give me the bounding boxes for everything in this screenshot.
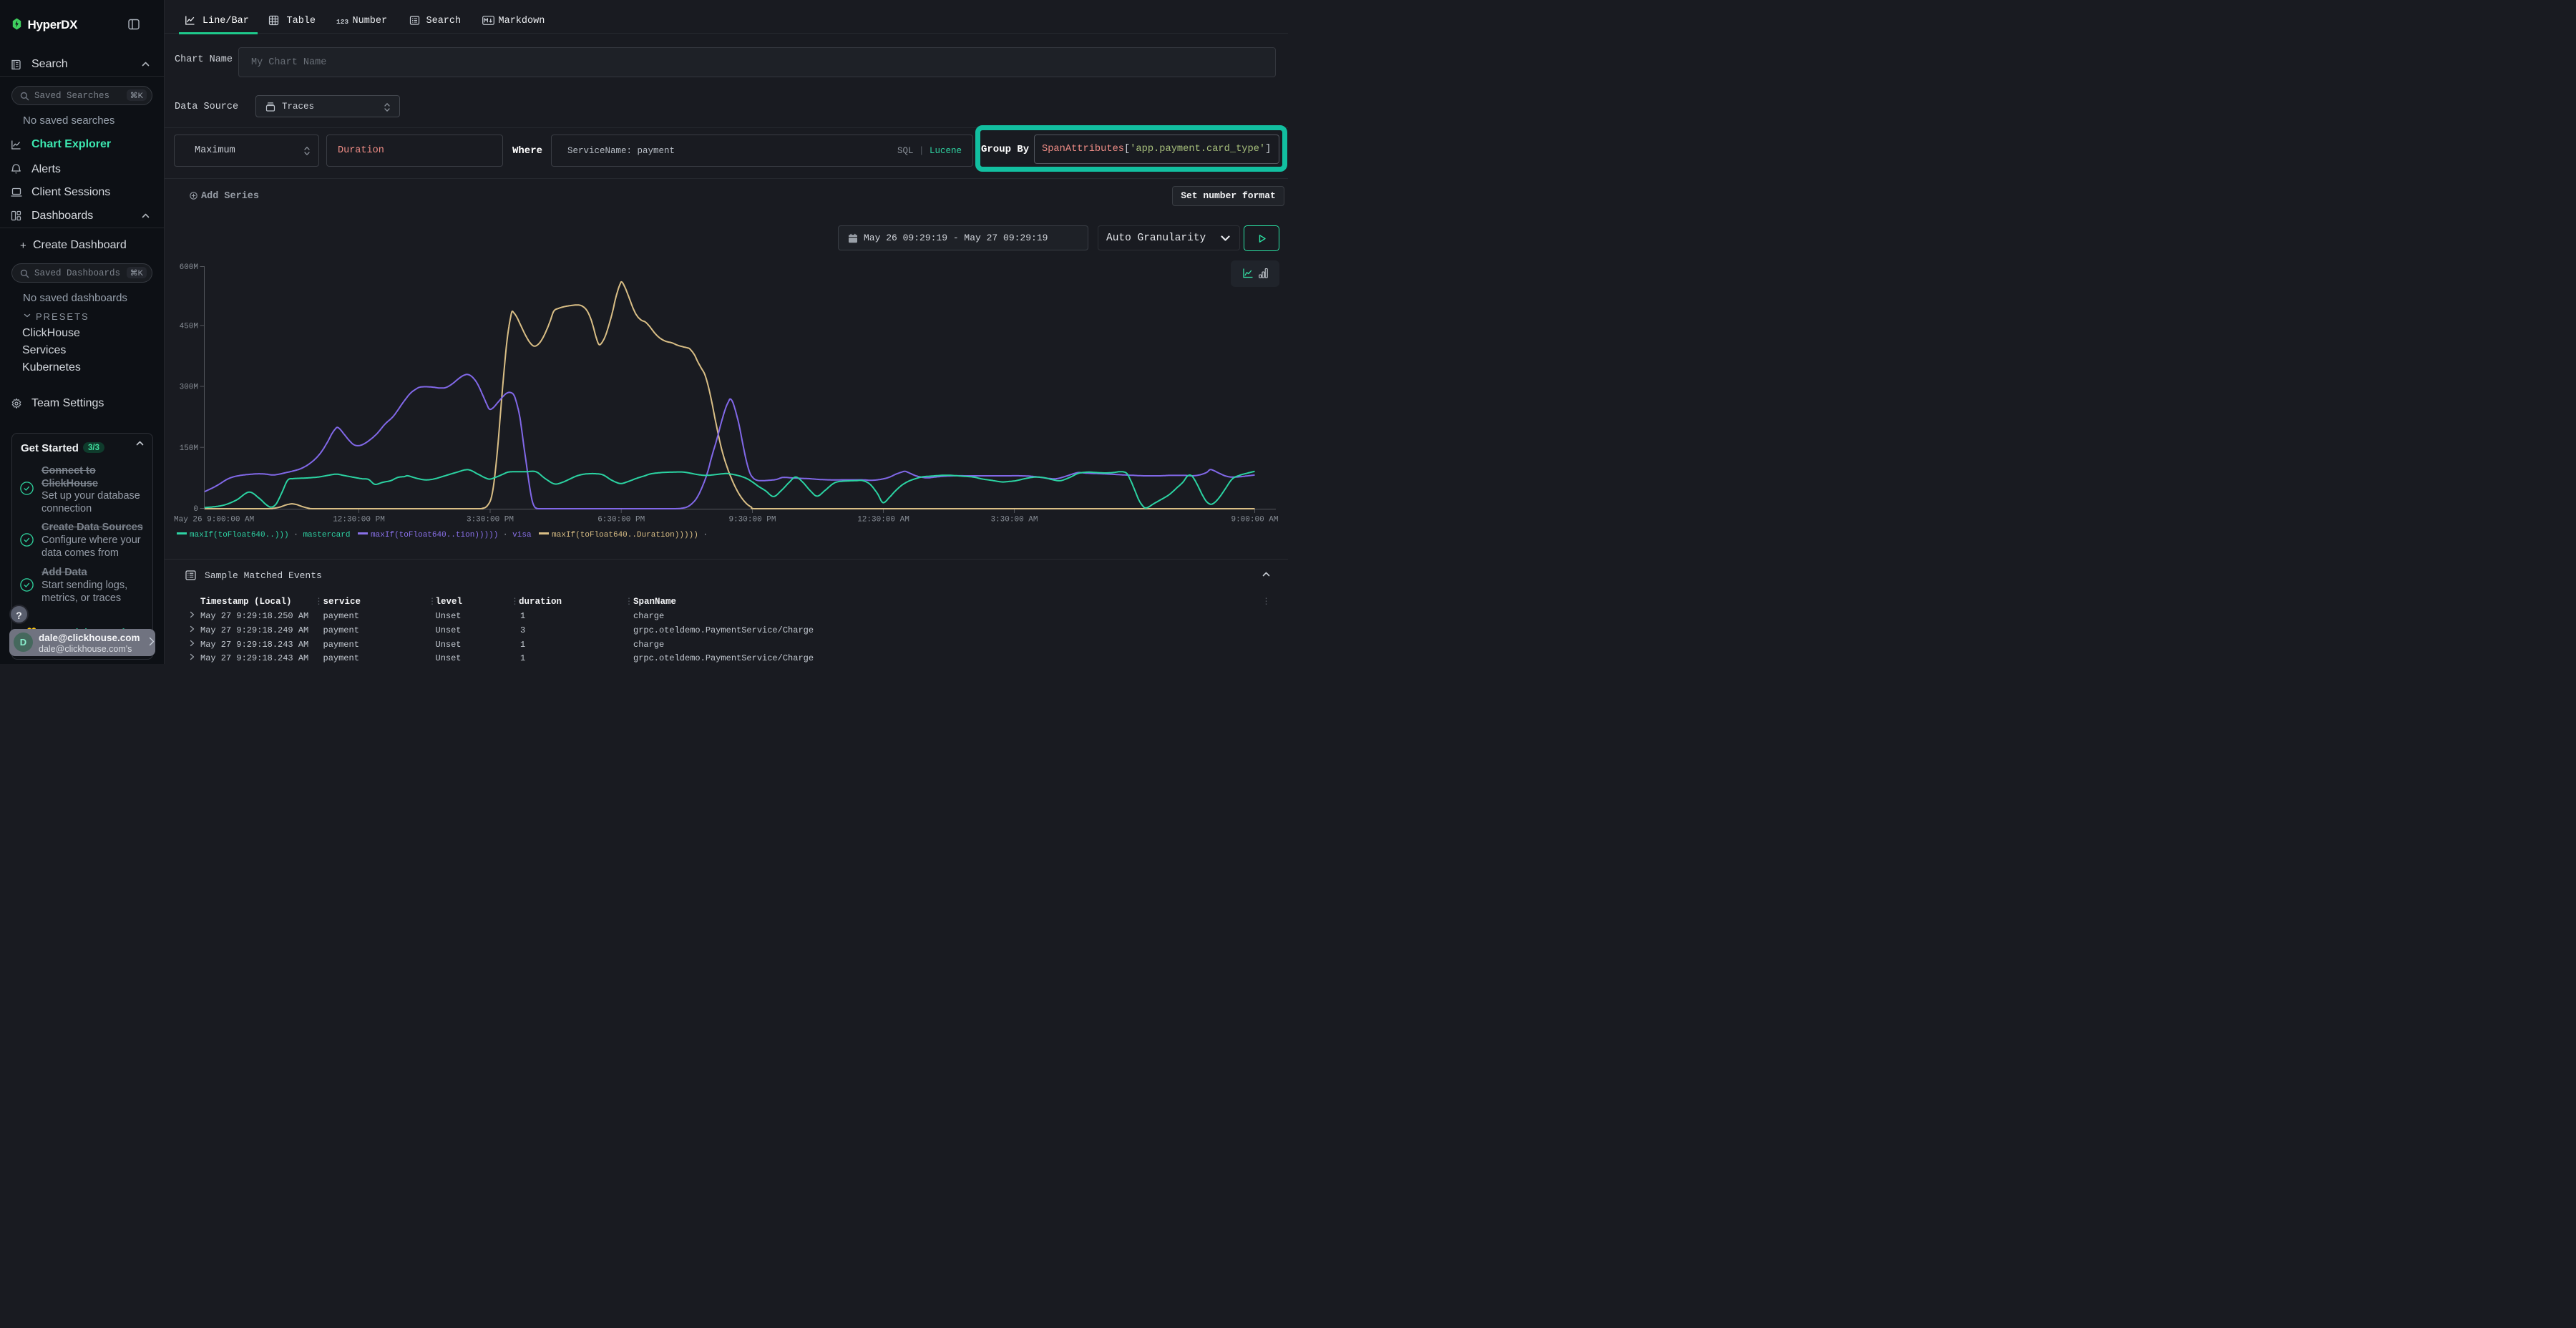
svg-text:300M: 300M [180, 384, 198, 392]
svg-text:3:30:00 AM: 3:30:00 AM [990, 516, 1038, 524]
svg-text:600M: 600M [180, 263, 198, 272]
svg-text:3:30:00 PM: 3:30:00 PM [467, 516, 514, 524]
svg-text:9:30:00 PM: 9:30:00 PM [728, 516, 776, 524]
svg-text:May 26 9:00:00 AM: May 26 9:00:00 AM [174, 516, 254, 524]
svg-text:12:30:00 AM: 12:30:00 AM [857, 516, 909, 524]
svg-text:9:00:00 AM: 9:00:00 AM [1231, 516, 1278, 524]
svg-text:0: 0 [193, 505, 198, 514]
svg-text:150M: 150M [180, 444, 198, 453]
svg-text:6:30:00 PM: 6:30:00 PM [597, 516, 645, 524]
svg-text:12:30:00 PM: 12:30:00 PM [333, 516, 385, 524]
svg-text:450M: 450M [180, 322, 198, 331]
